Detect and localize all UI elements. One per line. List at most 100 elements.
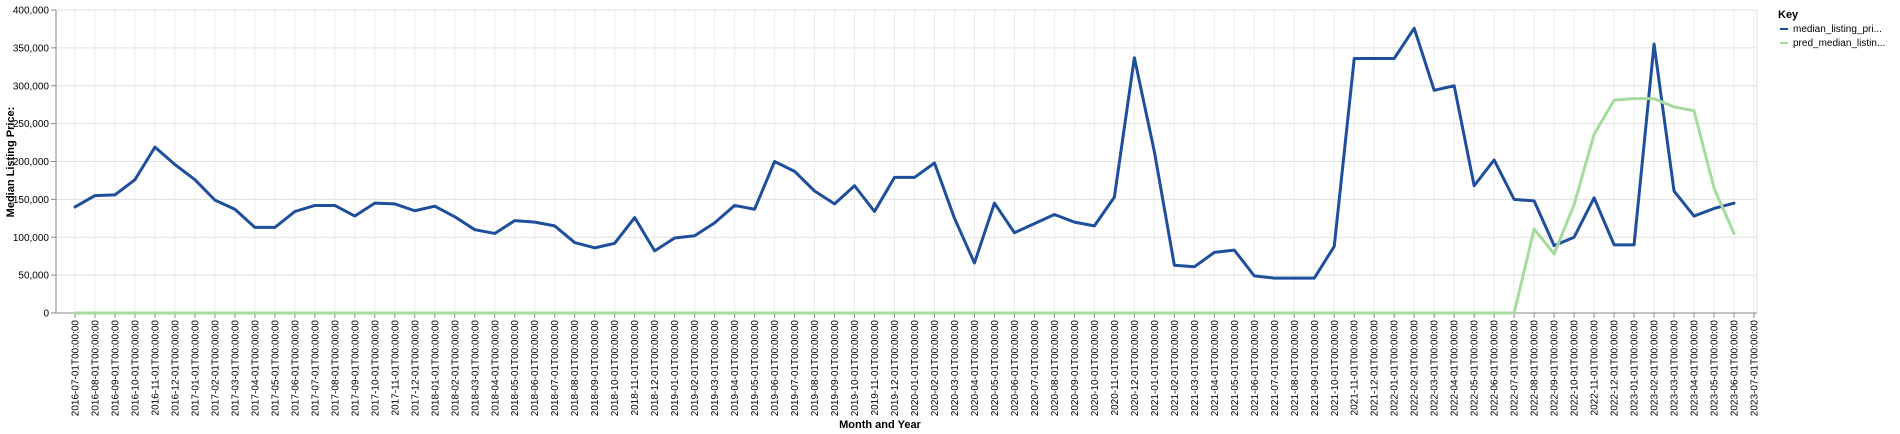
x-tick-label: 2022-02-01T00:00:00 (1410, 320, 1421, 417)
x-tick-label: 2020-06-01T00:00:00 (1010, 320, 1021, 417)
x-tick-label: 2019-04-01T00:00:00 (730, 320, 741, 417)
x-tick-label: 2023-07-01T00:00:00 (1750, 320, 1761, 417)
x-tick-label: 2016-10-01T00:00:00 (130, 320, 141, 417)
x-tick-label: 2022-07-01T00:00:00 (1510, 320, 1521, 417)
y-tick-label: 200,000 (13, 157, 50, 168)
x-tick-label: 2022-12-01T00:00:00 (1610, 320, 1621, 417)
x-tick-label: 2021-07-01T00:00:00 (1270, 320, 1281, 417)
x-tick-label: 2020-07-01T00:00:00 (1030, 320, 1041, 417)
x-tick-label: 2018-05-01T00:00:00 (510, 320, 521, 417)
legend: Key median_listing_pri... pred_median_lis… (1778, 9, 1885, 49)
x-tick-label: 2016-12-01T00:00:00 (170, 320, 181, 417)
x-tick-label: 2021-09-01T00:00:00 (1310, 320, 1321, 417)
x-tick-label: 2019-07-01T00:00:00 (790, 320, 801, 417)
legend-title: Key (1778, 9, 1799, 21)
x-tick-label: 2023-02-01T00:00:00 (1650, 320, 1661, 417)
x-tick-label: 2021-12-01T00:00:00 (1370, 320, 1381, 417)
x-tick-label: 2021-08-01T00:00:00 (1290, 320, 1301, 417)
x-tick-label: 2016-07-01T00:00:00 (71, 320, 82, 417)
x-tick-label: 2020-11-01T00:00:00 (1110, 320, 1121, 416)
x-tick-label: 2018-09-01T00:00:00 (590, 320, 601, 417)
y-tick-label: 400,000 (13, 6, 50, 17)
x-tick-label: 2021-03-01T00:00:00 (1190, 320, 1201, 417)
x-tick-label: 2016-08-01T00:00:00 (90, 320, 101, 417)
x-tick-label: 2020-01-01T00:00:00 (910, 320, 921, 417)
y-tick-label: 250,000 (13, 119, 50, 130)
x-tick-label: 2017-11-01T00:00:00 (390, 320, 401, 416)
x-tick-label: 2020-03-01T00:00:00 (950, 320, 961, 417)
x-tick-label: 2017-07-01T00:00:00 (310, 320, 321, 417)
x-tick-label: 2023-03-01T00:00:00 (1670, 320, 1681, 417)
x-tick-label: 2018-02-01T00:00:00 (450, 320, 461, 417)
x-tick-label: 2022-11-01T00:00:00 (1590, 320, 1601, 416)
y-tick-label: 50,000 (18, 271, 49, 282)
x-tick-label: 2017-10-01T00:00:00 (370, 320, 381, 417)
x-tick-label: 2022-09-01T00:00:00 (1550, 320, 1561, 417)
x-tick-label: 2017-03-01T00:00:00 (230, 320, 241, 417)
y-axis-title: Median Listing Price: (5, 107, 17, 218)
x-tick-label: 2020-08-01T00:00:00 (1050, 320, 1061, 417)
gridlines (56, 9, 1758, 314)
y-tick-label: 100,000 (13, 233, 50, 244)
x-tick-label: 2021-02-01T00:00:00 (1170, 320, 1181, 417)
x-tick-label: 2022-08-01T00:00:00 (1530, 320, 1541, 417)
x-tick-label: 2023-01-01T00:00:00 (1630, 320, 1641, 417)
x-tick-label: 2018-08-01T00:00:00 (570, 320, 581, 417)
x-tick-label: 2019-03-01T00:00:00 (710, 320, 721, 417)
x-axis-title: Month and Year (839, 419, 921, 431)
x-tick-label: 2018-11-01T00:00:00 (630, 320, 641, 416)
y-tick-label: 350,000 (13, 43, 50, 54)
x-tick-label: 2021-11-01T00:00:00 (1350, 320, 1361, 416)
x-tick-label: 2019-11-01T00:00:00 (870, 320, 881, 416)
x-tick-label: 2018-07-01T00:00:00 (550, 320, 561, 417)
series-lines (73, 26, 1736, 315)
x-tick-label: 2022-05-01T00:00:00 (1470, 320, 1481, 417)
x-tick-label: 2018-03-01T00:00:00 (470, 320, 481, 417)
x-tick-label: 2019-12-01T00:00:00 (890, 320, 901, 417)
x-tick-label: 2023-05-01T00:00:00 (1710, 320, 1721, 417)
x-tick-label: 2019-08-01T00:00:00 (810, 320, 821, 417)
x-tick-label: 2019-06-01T00:00:00 (770, 320, 781, 417)
x-tick-label: 2017-05-01T00:00:00 (270, 320, 281, 417)
x-tick-label: 2017-08-01T00:00:00 (330, 320, 341, 417)
y-axis: 0 50,000 100,000 150,000 200,000 250,000 300,0… (13, 6, 57, 320)
x-tick-label: 2021-05-01T00:00:00 (1230, 320, 1241, 417)
series-line-2 (73, 97, 1736, 315)
x-tick-label: 2022-06-01T00:00:00 (1490, 320, 1501, 417)
x-tick-label: 2022-03-01T00:00:00 (1430, 320, 1441, 417)
x-tick-label: 2020-12-01T00:00:00 (1130, 320, 1141, 417)
legend-label: median_listing_pri... (1793, 24, 1882, 35)
x-axis: 2016-07-01T00:00:00 2016-08-01T00:00:00 20… (56, 312, 1761, 417)
x-tick-label: 2018-06-01T00:00:00 (530, 320, 541, 417)
y-tick-label: 150,000 (13, 195, 50, 206)
x-tick-label: 2019-01-01T00:00:00 (670, 320, 681, 417)
x-tick-label: 2019-02-01T00:00:00 (690, 320, 701, 417)
x-tick-label: 2020-09-01T00:00:00 (1070, 320, 1081, 417)
x-tick-label: 2019-09-01T00:00:00 (830, 320, 841, 417)
x-tick-label: 2021-04-01T00:00:00 (1210, 320, 1221, 417)
x-tick-label: 2016-11-01T00:00:00 (150, 320, 161, 416)
x-tick-label: 2017-06-01T00:00:00 (290, 320, 301, 417)
x-tick-label: 2020-10-01T00:00:00 (1090, 320, 1101, 417)
x-tick-label: 2017-02-01T00:00:00 (210, 320, 221, 417)
x-tick-label: 2023-04-01T00:00:00 (1690, 320, 1701, 417)
x-tick-label: 2021-10-01T00:00:00 (1330, 320, 1341, 417)
x-tick-label: 2019-05-01T00:00:00 (750, 320, 761, 417)
x-tick-label: 2022-10-01T00:00:00 (1570, 320, 1581, 417)
x-tick-label: 2018-04-01T00:00:00 (490, 320, 501, 417)
x-tick-label: 2017-12-01T00:00:00 (410, 320, 421, 417)
x-tick-label: 2020-02-01T00:00:00 (930, 320, 941, 417)
x-tick-label: 2017-09-01T00:00:00 (350, 320, 361, 417)
legend-label: pred_median_listin... (1793, 38, 1885, 49)
x-tick-label: 2018-10-01T00:00:00 (610, 320, 621, 417)
x-tick-label: 2017-04-01T00:00:00 (250, 320, 261, 417)
y-tick-label: 300,000 (13, 81, 50, 92)
x-tick-label: 2016-09-01T00:00:00 (110, 320, 121, 417)
series-line-1 (73, 26, 1736, 280)
x-tick-label: 2018-01-01T00:00:00 (430, 320, 441, 417)
x-tick-label: 2021-01-01T00:00:00 (1150, 320, 1161, 417)
x-tick-label: 2022-04-01T00:00:00 (1450, 320, 1461, 417)
y-tick-label: 0 (43, 309, 49, 320)
x-tick-label: 2023-06-01T00:00:00 (1730, 320, 1741, 417)
